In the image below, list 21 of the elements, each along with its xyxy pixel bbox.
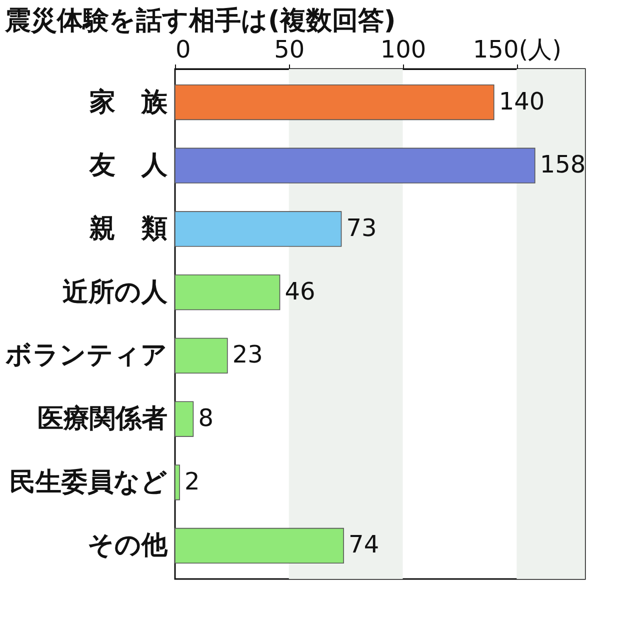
y-tick-label: 民生委員など <box>10 467 168 498</box>
x-tick-label: 0 <box>176 36 191 64</box>
data-label: 158 <box>540 150 586 179</box>
y-tick-label: 医療関係者 <box>38 404 168 434</box>
data-label: 23 <box>232 340 263 369</box>
data-label: 46 <box>284 277 316 306</box>
x-tick-label: 50 <box>274 36 305 64</box>
y-tick-label: 近所の人 <box>62 277 168 308</box>
x-tick-label: 150(人) <box>472 36 562 64</box>
data-label: 73 <box>346 214 377 242</box>
data-label: 74 <box>348 530 380 559</box>
y-tick-label: 親 類 <box>88 214 168 244</box>
y-tick-label: 家 族 <box>88 87 168 118</box>
x-tick-label: 100 <box>380 36 426 64</box>
y-tick-label: ボランティア <box>4 340 168 371</box>
data-label: 140 <box>498 87 545 116</box>
y-tick-label: その他 <box>88 530 168 561</box>
y-tick-label: 友 人 <box>88 150 168 181</box>
data-label: 8 <box>198 404 214 432</box>
data-label: 2 <box>184 467 200 496</box>
chart-title: 震災体験を話す相手は(複数回答) <box>4 6 396 36</box>
